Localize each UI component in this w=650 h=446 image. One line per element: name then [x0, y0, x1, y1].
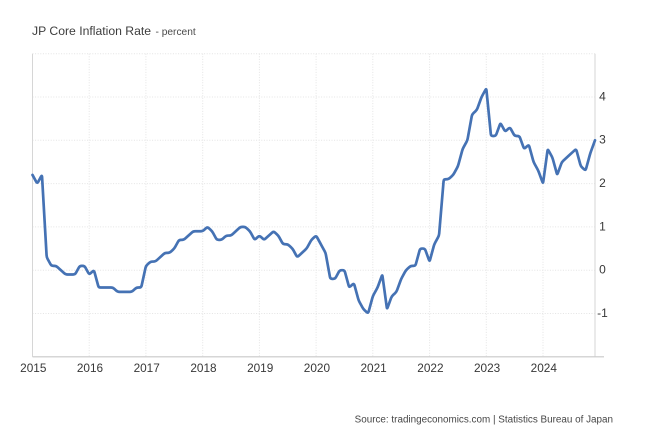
svg-text:2: 2 — [599, 176, 606, 190]
svg-text:- percent: - percent — [156, 27, 196, 38]
svg-text:2020: 2020 — [304, 361, 331, 375]
svg-text:2024: 2024 — [531, 361, 558, 375]
svg-text:1: 1 — [599, 219, 606, 233]
svg-text:2019: 2019 — [247, 361, 273, 375]
svg-text:0: 0 — [599, 263, 606, 277]
svg-text:2021: 2021 — [360, 361, 386, 375]
svg-text:-1: -1 — [597, 306, 608, 320]
svg-text:2022: 2022 — [417, 361, 443, 375]
svg-text:3: 3 — [599, 133, 606, 147]
svg-text:JP Core Inflation Rate: JP Core Inflation Rate — [32, 24, 151, 38]
svg-text:2016: 2016 — [77, 361, 104, 375]
svg-text:2015: 2015 — [20, 361, 47, 375]
svg-text:4: 4 — [599, 89, 606, 103]
svg-text:2023: 2023 — [474, 361, 501, 375]
svg-text:2017: 2017 — [134, 361, 160, 375]
svg-text:2018: 2018 — [190, 361, 217, 375]
svg-text:Source: tradingeconomics.com |: Source: tradingeconomics.com | Statistic… — [355, 414, 613, 425]
